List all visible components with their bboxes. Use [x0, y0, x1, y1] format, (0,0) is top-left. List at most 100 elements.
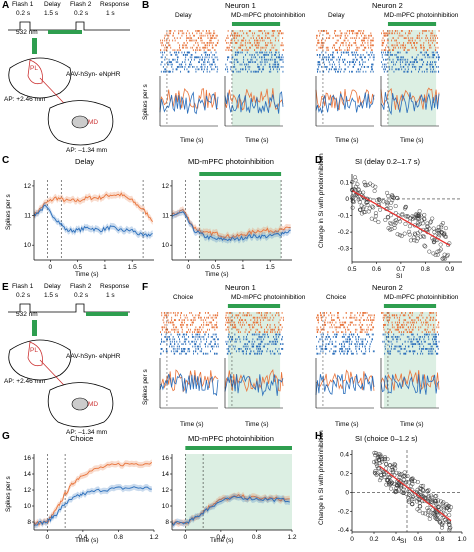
raster-tick	[276, 49, 278, 51]
raster-tick	[341, 348, 343, 350]
raster-tick	[428, 44, 430, 47]
ap-label-a1: AP: +2.46 mm	[4, 96, 46, 103]
raster-tick	[342, 340, 344, 343]
raster-tick	[196, 56, 197, 59]
raster-tick	[412, 345, 414, 348]
x-tick-label: 0.4	[78, 534, 87, 541]
raster-tick	[178, 30, 180, 32]
raster-tick	[174, 352, 176, 355]
raster-tick	[253, 326, 255, 329]
raster-tick	[381, 54, 383, 56]
raster-tick	[370, 39, 372, 42]
raster-tick	[400, 44, 402, 47]
d-xlabel: SI	[396, 273, 403, 280]
raster-tick	[352, 66, 354, 68]
raster-tick	[368, 46, 370, 49]
raster-tick	[227, 352, 229, 355]
raster-tick	[204, 316, 205, 319]
raster-tick	[422, 32, 424, 35]
raster-tick	[256, 319, 258, 321]
raster-tick	[360, 350, 362, 353]
data-point	[383, 455, 388, 460]
raster-tick	[245, 350, 247, 353]
raster-tick	[171, 328, 173, 331]
raster-tick	[205, 51, 207, 54]
raster-tick	[432, 338, 434, 341]
raster-tick	[171, 319, 173, 321]
raster-tick	[331, 56, 333, 59]
raster-tick	[236, 49, 238, 51]
raster-tick	[368, 348, 370, 350]
raster-tick	[338, 63, 340, 66]
data-point	[423, 244, 428, 249]
fit-line	[351, 190, 451, 246]
raster-tick	[230, 34, 231, 37]
raster-tick	[201, 328, 203, 331]
raster-tick	[242, 44, 244, 47]
raster-tick	[362, 338, 364, 341]
raster-tick	[245, 328, 247, 331]
raster-tick	[405, 61, 407, 63]
raster-tick	[273, 34, 275, 37]
raster-tick	[254, 352, 256, 355]
raster-tick	[240, 51, 242, 54]
data-point	[428, 503, 433, 508]
data-point	[407, 229, 412, 234]
raster-tick	[367, 328, 369, 331]
raster-tick	[270, 70, 272, 73]
raster-tick	[435, 340, 437, 343]
raster-tick	[391, 61, 393, 63]
raster-tick	[163, 316, 165, 319]
raster-tick	[405, 345, 406, 348]
raster-tick	[245, 352, 247, 355]
raster-tick	[412, 46, 414, 49]
raster-tick	[388, 66, 390, 68]
raster-tick	[331, 343, 333, 345]
photoinhibition-shade	[383, 312, 437, 408]
raster-tick	[423, 70, 425, 73]
raster-tick	[199, 336, 201, 338]
raster-tick	[237, 39, 239, 42]
raster-tick	[267, 54, 269, 56]
raster-tick	[416, 42, 417, 44]
raster-tick	[174, 312, 176, 314]
raster-tick	[410, 343, 412, 345]
raster-tick	[261, 312, 262, 314]
raster-tick	[179, 338, 180, 341]
raster-tick	[178, 32, 180, 35]
raster-tick	[418, 68, 420, 71]
raster-tick	[345, 51, 347, 54]
raster-tick	[383, 319, 384, 321]
raster-tick	[250, 42, 251, 44]
raster-tick	[227, 68, 228, 71]
data-point	[364, 200, 369, 205]
raster-tick	[434, 44, 436, 47]
raster-tick	[388, 350, 390, 353]
raster-tick	[431, 312, 433, 314]
raster-tick	[397, 324, 399, 326]
raster-tick	[257, 46, 259, 49]
raster-tick	[327, 46, 329, 49]
data-point	[388, 220, 393, 226]
raster-tick	[186, 46, 188, 49]
raster-tick	[409, 331, 410, 333]
raster-tick	[170, 54, 172, 56]
laser-bar	[231, 22, 281, 26]
raster-tick	[361, 324, 363, 326]
raster-tick	[227, 321, 228, 324]
raster-tick	[272, 350, 274, 353]
raster-tick	[208, 56, 210, 59]
raster-tick	[412, 326, 414, 329]
raster-tick	[274, 54, 276, 56]
raster-tick	[275, 37, 277, 39]
raster-tick	[434, 39, 436, 42]
raster-tick	[269, 63, 271, 66]
raster-tick	[183, 32, 185, 35]
raster-tick	[404, 328, 406, 331]
raster-tick	[431, 345, 433, 348]
raster-tick	[215, 34, 217, 37]
raster-tick	[336, 39, 338, 42]
raster-tick	[362, 32, 364, 35]
raster-tick	[244, 343, 246, 345]
raster-tick	[405, 58, 407, 61]
